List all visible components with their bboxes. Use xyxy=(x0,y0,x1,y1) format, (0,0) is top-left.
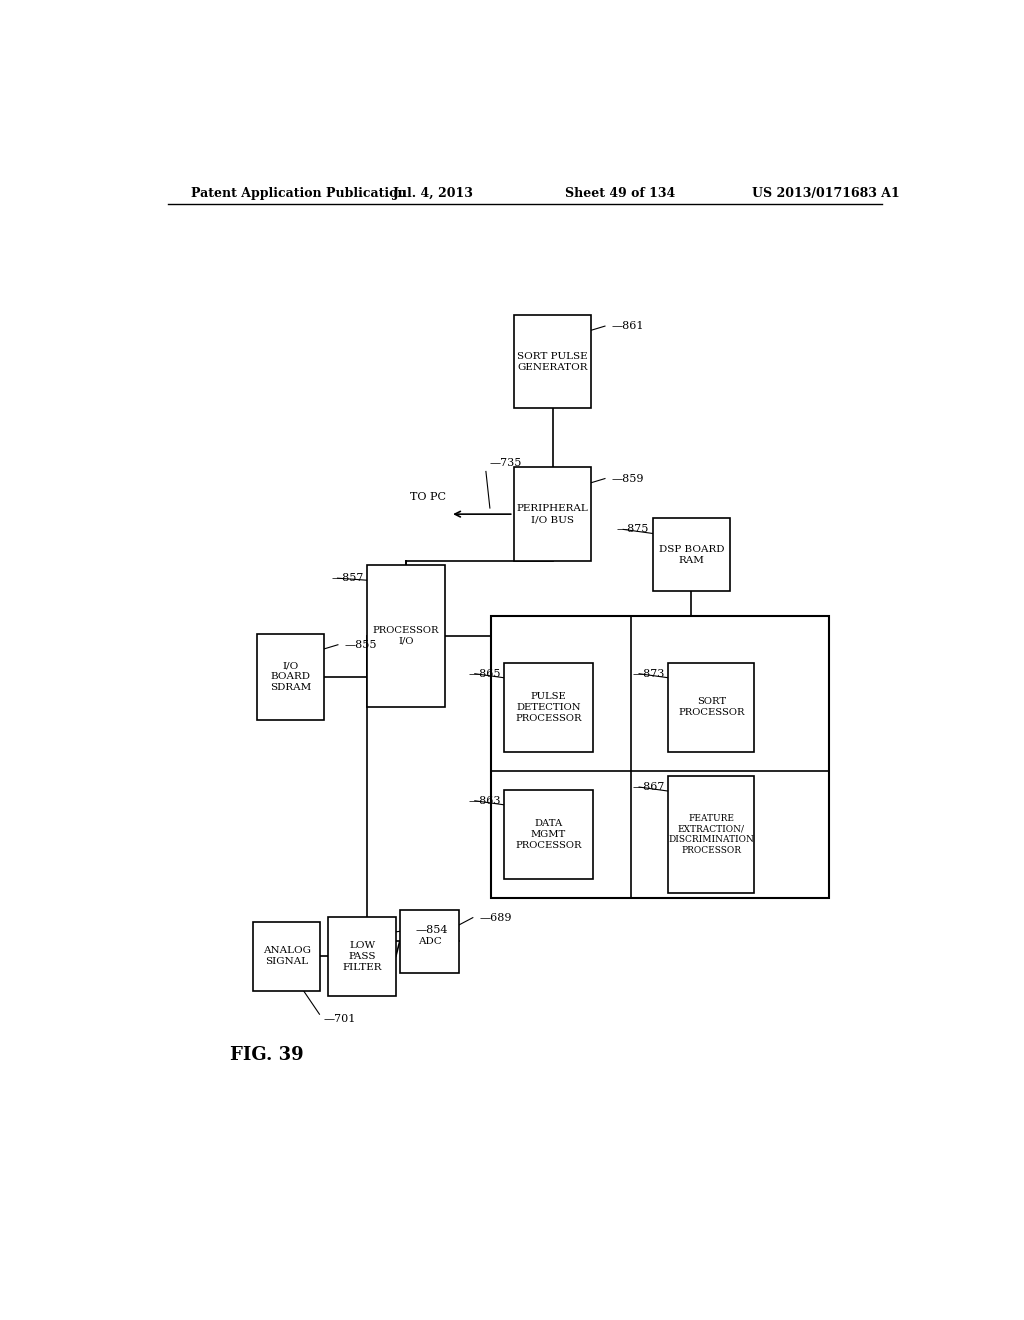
Bar xyxy=(514,315,592,408)
Text: —859: —859 xyxy=(611,474,644,483)
Text: PERIPHERAL
I/O BUS: PERIPHERAL I/O BUS xyxy=(517,504,589,524)
Bar xyxy=(504,663,593,752)
Text: Sheet 49 of 134: Sheet 49 of 134 xyxy=(565,187,675,201)
Text: —855: —855 xyxy=(344,640,377,649)
Text: ADC: ADC xyxy=(418,936,441,945)
Text: SORT PULSE
GENERATOR: SORT PULSE GENERATOR xyxy=(517,352,588,371)
Text: US 2013/0171683 A1: US 2013/0171683 A1 xyxy=(753,187,900,201)
Text: —861: —861 xyxy=(611,321,644,331)
Bar xyxy=(669,776,754,892)
Text: FEATURE
EXTRACTION/
DISCRIMINATION
PROCESSOR: FEATURE EXTRACTION/ DISCRIMINATION PROCE… xyxy=(669,813,755,855)
Text: LOW
PASS
FILTER: LOW PASS FILTER xyxy=(342,941,382,972)
Text: I/O
BOARD
SDRAM: I/O BOARD SDRAM xyxy=(270,661,311,692)
Text: Patent Application Publication: Patent Application Publication xyxy=(191,187,407,201)
Text: —875: —875 xyxy=(616,524,649,535)
Bar xyxy=(399,909,460,973)
Bar xyxy=(669,663,754,752)
Bar xyxy=(514,467,592,561)
Bar xyxy=(492,615,828,899)
Bar xyxy=(329,916,396,995)
Text: —867: —867 xyxy=(633,781,666,792)
Bar xyxy=(367,565,444,708)
Bar xyxy=(652,519,730,591)
Text: —735: —735 xyxy=(489,458,522,469)
Bar xyxy=(504,789,593,879)
Text: —689: —689 xyxy=(479,912,512,923)
Text: PROCESSOR
I/O: PROCESSOR I/O xyxy=(373,626,439,645)
Text: —863: —863 xyxy=(468,796,501,805)
Bar xyxy=(257,634,325,719)
Text: —854: —854 xyxy=(416,925,449,935)
Text: —701: —701 xyxy=(324,1014,355,1024)
Text: —857: —857 xyxy=(331,573,364,583)
Text: DSP BOARD
RAM: DSP BOARD RAM xyxy=(658,545,724,565)
Text: —873: —873 xyxy=(633,669,666,678)
Text: SORT
PROCESSOR: SORT PROCESSOR xyxy=(678,697,744,717)
Text: PULSE
DETECTION
PROCESSOR: PULSE DETECTION PROCESSOR xyxy=(515,692,582,722)
Bar xyxy=(253,921,321,991)
Text: TO PC: TO PC xyxy=(411,492,446,502)
Text: FIG. 39: FIG. 39 xyxy=(230,1045,304,1064)
Text: DATA
MGMT
PROCESSOR: DATA MGMT PROCESSOR xyxy=(515,818,582,850)
Text: Jul. 4, 2013: Jul. 4, 2013 xyxy=(393,187,474,201)
Text: ANALOG
SIGNAL: ANALOG SIGNAL xyxy=(263,946,310,966)
Text: —865: —865 xyxy=(468,669,501,678)
